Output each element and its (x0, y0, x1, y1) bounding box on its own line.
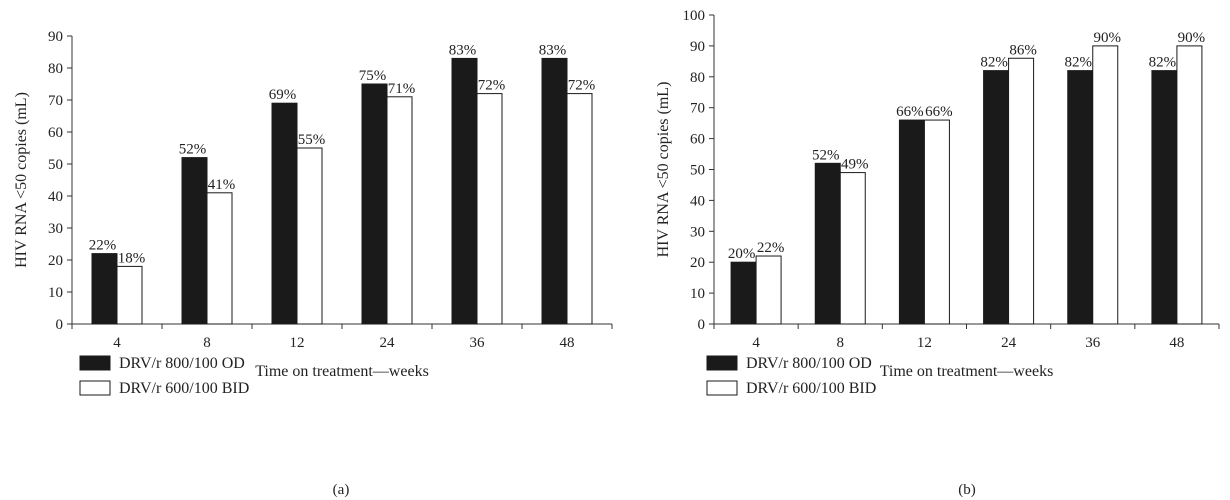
bar-bid (386, 96, 413, 325)
bar-bid (206, 192, 233, 325)
y-tick-label: 20 (48, 253, 63, 269)
x-axis-title: Time on treatment—weeks (255, 363, 429, 380)
bar-bid (296, 147, 323, 325)
legend-swatch-od (79, 355, 111, 371)
data-label: 66% (896, 104, 924, 120)
data-label: 82% (1149, 55, 1177, 71)
y-tick-label: 0 (698, 317, 706, 333)
bar-bid (1176, 45, 1203, 325)
data-label: 22% (89, 238, 117, 254)
y-tick-label: 80 (690, 70, 705, 86)
y-tick-label: 60 (48, 125, 63, 141)
y-tick-label: 50 (690, 163, 705, 179)
y-axis-title: HIV RNA <50 copies (mL) (655, 82, 672, 258)
bar-od (898, 119, 925, 325)
bar-bid (1092, 45, 1119, 325)
y-axis-title: HIV RNA <50 copies (mL) (13, 92, 30, 268)
y-tick-label: 10 (48, 285, 63, 301)
data-label: 75% (359, 68, 387, 84)
data-label: 22% (757, 240, 785, 256)
data-label: 83% (449, 42, 477, 58)
data-label: 41% (208, 177, 236, 193)
y-tick-label: 30 (48, 221, 63, 237)
data-label: 72% (568, 78, 596, 94)
x-tick-label: 24 (1001, 335, 1017, 351)
data-label: 20% (728, 246, 756, 262)
bar-od (541, 57, 568, 325)
bar-od (1067, 70, 1094, 325)
bar-od (271, 102, 298, 325)
bar-bid (566, 93, 593, 325)
data-label: 52% (812, 147, 840, 163)
bar-od (814, 162, 841, 325)
bar-bid (476, 93, 503, 325)
legend-swatch-bid (79, 380, 111, 396)
data-label: 69% (269, 87, 297, 103)
bar-od (983, 70, 1010, 325)
x-tick-label: 8 (837, 335, 845, 351)
panel-label: (b) (958, 482, 976, 498)
data-label: 18% (118, 250, 146, 266)
legend-label-bid: DRV/r 600/100 BID (119, 380, 249, 397)
bar-od (451, 57, 478, 325)
data-label: 52% (179, 142, 207, 158)
y-tick-label: 0 (56, 317, 64, 333)
bar-bid (923, 119, 950, 325)
bar-od (361, 83, 388, 325)
data-label: 90% (1094, 30, 1122, 46)
bar-od (1151, 70, 1178, 325)
legend-label-bid: DRV/r 600/100 BID (746, 380, 876, 397)
legend-swatch-od (706, 355, 738, 371)
y-tick-label: 90 (48, 29, 63, 45)
y-tick-label: 70 (690, 101, 705, 117)
x-tick-label: 48 (1169, 335, 1184, 351)
data-label: 90% (1178, 30, 1206, 46)
panel-label: (a) (333, 482, 350, 498)
data-label: 55% (298, 132, 326, 148)
bar-bid (839, 172, 866, 325)
x-tick-label: 36 (1085, 335, 1101, 351)
y-tick-label: 40 (48, 189, 63, 205)
bar-bid (116, 265, 143, 325)
legend-label-od: DRV/r 800/100 OD (119, 355, 245, 372)
chart-panel-b: 0 10 20 30 40 50 60 70 80 90 100 4 20% 22% 8 52%49% 12 66… (655, 8, 1220, 498)
y-tick-label: 50 (48, 157, 63, 173)
x-tick-label: 36 (470, 335, 486, 351)
data-label: 72% (478, 78, 506, 94)
legend-label-od: DRV/r 800/100 OD (746, 355, 872, 372)
y-tick-label: 60 (690, 132, 705, 148)
x-tick-label: 4 (113, 335, 121, 351)
data-label: 49% (841, 157, 869, 173)
x-tick-label: 12 (917, 335, 932, 351)
x-tick-label: 12 (290, 335, 305, 351)
y-tick-label: 40 (690, 193, 705, 209)
chart-panel-a: 0 10 20 30 40 50 60 70 80 90 4 22%18% 8 52% 41% 12 69% 55… (13, 29, 613, 498)
x-tick-label: 8 (203, 335, 211, 351)
x-tick-label: 48 (560, 335, 575, 351)
x-tick-label: 4 (752, 335, 760, 351)
y-tick-label: 70 (48, 93, 63, 109)
y-tick-label: 90 (690, 39, 705, 55)
bar-od (181, 157, 208, 325)
y-tick-label: 20 (690, 255, 705, 271)
bar-bid (755, 255, 782, 325)
data-label: 66% (925, 104, 953, 120)
y-tick-label: 80 (48, 61, 63, 77)
bar-od (730, 261, 757, 325)
data-label: 71% (388, 81, 416, 97)
bar-bid (1008, 57, 1035, 325)
x-axis-title: Time on treatment—weeks (880, 363, 1054, 380)
data-label: 83% (539, 42, 567, 58)
y-tick-label: 30 (690, 224, 705, 240)
x-tick-label: 24 (380, 335, 396, 351)
y-tick-label: 100 (683, 8, 706, 24)
data-label: 82% (980, 55, 1008, 71)
bar-od (91, 253, 118, 325)
y-tick-label: 10 (690, 286, 705, 302)
legend-swatch-bid (706, 380, 738, 396)
data-label: 86% (1009, 42, 1037, 58)
data-label: 82% (1065, 55, 1093, 71)
